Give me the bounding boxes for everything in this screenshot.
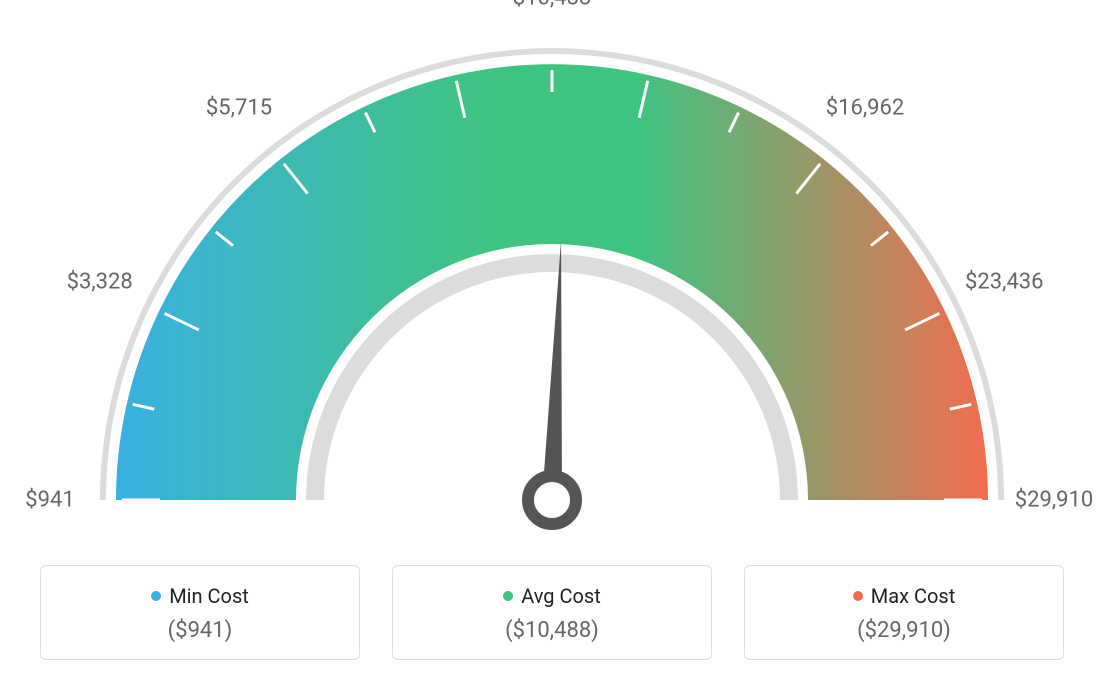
gauge-tick-label: $941: [25, 488, 74, 513]
legend-label: Min Cost: [169, 584, 249, 608]
legend-card-max: Max Cost ($29,910): [744, 565, 1064, 660]
legend-title-avg: Avg Cost: [503, 584, 601, 608]
gauge-svg: [0, 0, 1104, 540]
legend-title-max: Max Cost: [853, 584, 956, 608]
dot-icon: [853, 591, 863, 601]
legend-label: Max Cost: [871, 584, 956, 608]
gauge-tick-label: $23,436: [965, 270, 1044, 295]
legend-card-min: Min Cost ($941): [40, 565, 360, 660]
gauge-tick-label: $29,910: [1015, 488, 1094, 513]
legend-value-min: ($941): [51, 618, 349, 643]
legend-row: Min Cost ($941) Avg Cost ($10,488) Max C…: [0, 565, 1104, 660]
legend-label: Avg Cost: [521, 584, 601, 608]
legend-card-avg: Avg Cost ($10,488): [392, 565, 712, 660]
legend-value-max: ($29,910): [755, 618, 1053, 643]
gauge-tick-label: $5,715: [206, 95, 272, 120]
dot-icon: [503, 591, 513, 601]
legend-title-min: Min Cost: [151, 584, 249, 608]
dot-icon: [151, 591, 161, 601]
gauge-tick-label: $10,488: [513, 0, 592, 11]
legend-value-avg: ($10,488): [403, 618, 701, 643]
gauge-tick-label: $16,962: [826, 95, 905, 120]
gauge-chart: $941 $3,328 $5,715 $10,488 $16,962 $23,436 $29…: [0, 0, 1104, 540]
gauge-tick-label: $3,328: [67, 270, 133, 295]
